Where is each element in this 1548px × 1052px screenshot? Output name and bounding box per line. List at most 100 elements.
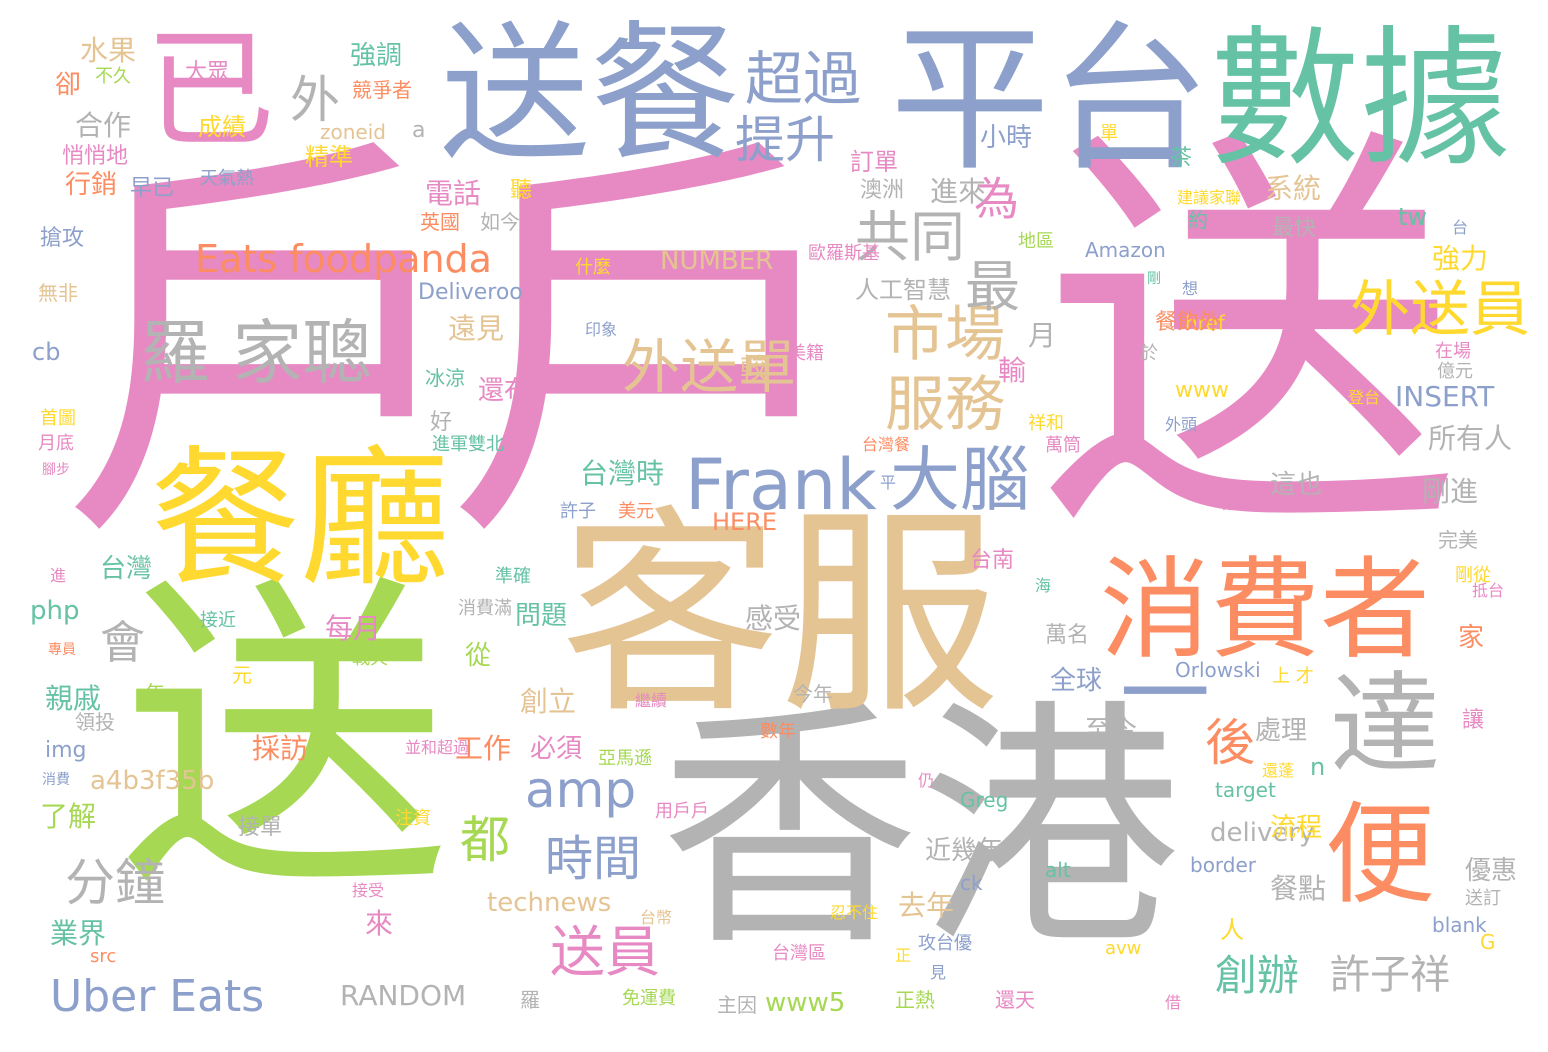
- word-131: 餐點: [1270, 872, 1327, 905]
- word-126: 處理: [1255, 716, 1308, 746]
- word-65: alt: [1045, 858, 1071, 882]
- word-44: www5: [765, 988, 846, 1018]
- word-194: 建議家聯: [1177, 188, 1242, 207]
- word-36: 許子祥: [1330, 952, 1450, 998]
- word-115: 業界: [50, 917, 107, 950]
- word-177: 月底: [38, 433, 74, 454]
- word-123: 感受: [745, 602, 802, 635]
- word-23: 共同: [855, 205, 966, 269]
- word-139: 數年: [760, 721, 796, 742]
- word-39: RANDOM: [340, 979, 467, 1012]
- word-85: 如今: [480, 210, 520, 234]
- word-88: 無非: [38, 281, 78, 305]
- word-104: 冰涼: [425, 366, 465, 390]
- word-67: n: [1310, 753, 1326, 781]
- word-127: 接單: [238, 815, 283, 840]
- word-192: 剛: [1147, 271, 1161, 287]
- word-141: 羅: [520, 988, 540, 1012]
- word-68: G: [1480, 930, 1496, 954]
- word-170: 祥和: [1028, 413, 1064, 434]
- word-11: 消費者: [1100, 546, 1430, 674]
- word-87: 億: [148, 258, 166, 279]
- word-163: 完美: [1438, 528, 1478, 552]
- word-18: 服務: [885, 370, 1005, 440]
- word-182: 忍不住: [830, 903, 879, 922]
- word-196: 台: [1452, 218, 1469, 237]
- word-116: 每月: [325, 612, 382, 645]
- word-34: 會: [100, 616, 146, 669]
- word-53: Greg: [960, 788, 1009, 812]
- word-107: 進軍雙北: [432, 434, 504, 455]
- word-3: 送: [120, 548, 450, 932]
- word-70: 不久: [95, 66, 131, 87]
- word-6: 送餐: [440, 8, 741, 182]
- word-83: 聽: [510, 178, 533, 203]
- word-73: 強調: [350, 41, 403, 71]
- word-84: 英國: [420, 210, 460, 234]
- word-117: 問題: [515, 601, 568, 631]
- word-80: 早已: [130, 176, 175, 201]
- word-25: 為: [966, 175, 1019, 220]
- word-148: 元: [232, 663, 252, 687]
- word-50: zoneid: [320, 120, 386, 144]
- word-28: Uber Eats: [50, 971, 265, 1022]
- word-19: 外送員: [1350, 275, 1530, 345]
- word-178: 腳步: [42, 462, 70, 478]
- word-188: 台南: [970, 548, 1015, 573]
- word-164: 飲外: [1222, 494, 1255, 513]
- word-129: 來: [365, 907, 394, 940]
- word-157: 注資: [395, 808, 431, 829]
- word-5: 客服: [560, 487, 1001, 743]
- word-180: 接受: [352, 881, 385, 900]
- word-75: 合作: [75, 109, 132, 142]
- word-187: 繼續: [635, 691, 668, 710]
- word-165: 在場: [1435, 341, 1471, 362]
- word-168: 外頭: [1165, 415, 1198, 434]
- word-55: tw: [1398, 203, 1428, 231]
- word-135: 讓: [1462, 708, 1485, 733]
- word-181: 台幣: [640, 908, 673, 927]
- word-160: 還蓬: [1262, 761, 1295, 780]
- word-140: 萬名: [1045, 623, 1090, 648]
- word-137: 上 才: [1272, 666, 1314, 687]
- word-32: 都: [460, 811, 510, 869]
- word-79: 行銷: [65, 170, 118, 200]
- word-120: 工作: [455, 732, 512, 765]
- word-175: 專員: [48, 642, 76, 658]
- word-1: 戶: [445, 105, 865, 594]
- word-92: 進來: [930, 175, 987, 208]
- word-198: 輸: [998, 354, 1027, 387]
- word-156: 並和超過: [405, 738, 470, 757]
- word-91: 澳洲: [860, 178, 905, 203]
- word-193: 想: [1182, 279, 1199, 298]
- word-128: 近幾年: [925, 836, 1004, 866]
- word-56: php: [30, 596, 80, 626]
- word-57: img: [45, 738, 87, 763]
- word-43: a4b3f35b: [90, 766, 215, 796]
- word-184: 見: [930, 963, 947, 982]
- word-51: a: [412, 118, 426, 143]
- word-97: 地區: [1018, 231, 1054, 252]
- word-46: INSERT: [1395, 380, 1495, 413]
- word-146: 正熱: [895, 988, 935, 1012]
- word-142: 免運費: [622, 988, 676, 1009]
- word-38: 一: [1120, 642, 1210, 747]
- word-4: 香港: [660, 679, 1180, 981]
- word-16: 大腦: [890, 439, 1030, 521]
- word-159: 仍: [918, 771, 935, 790]
- word-176: 首圖: [40, 408, 76, 429]
- word-122: 必須: [530, 734, 583, 764]
- word-8: 數據: [1210, 13, 1511, 187]
- word-145: 還天: [995, 988, 1035, 1012]
- word-121: 採訪: [252, 732, 309, 765]
- word-174: 進: [50, 566, 67, 585]
- word-99: 什麼: [575, 257, 611, 278]
- word-17: 市場: [885, 300, 1005, 370]
- word-118: 從: [465, 641, 492, 671]
- word-12: 達: [1330, 661, 1440, 789]
- word-93: 茶: [1170, 146, 1193, 171]
- word-63: avw: [1105, 938, 1142, 959]
- word-2: 送: [1040, 95, 1460, 584]
- word-26: 外: [290, 71, 340, 129]
- word-69: 水果: [80, 34, 137, 67]
